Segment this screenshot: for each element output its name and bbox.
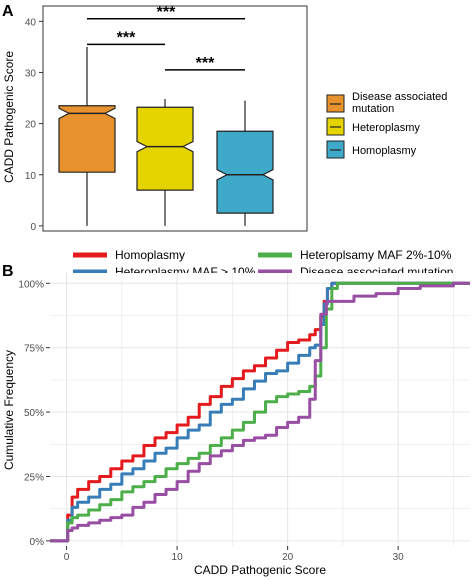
- legend-label-2: Homoplasmy: [352, 145, 417, 157]
- panel-b-y-axis-label: Cumulative Frequency: [2, 350, 16, 470]
- panel-b-y-tick-label: 100%: [18, 279, 44, 290]
- box-0: [58, 46, 116, 226]
- panel-a-legend: Disease associated mutation Heteroplasmy Ho…: [326, 91, 447, 159]
- panel-b-x-tick-label: 0: [64, 552, 70, 563]
- significance-label: ***: [157, 4, 176, 21]
- panel-b-y-tick-label: 25%: [24, 472, 44, 483]
- legend-label-line: Disease associated: [352, 91, 447, 103]
- panel-b-plot-background: [50, 273, 470, 546]
- panel-b-y-tick-label: 75%: [24, 344, 44, 355]
- legend-b-label-0: Homoplasmy: [115, 248, 185, 262]
- panel-b-y-tick-label: 0%: [30, 537, 45, 548]
- panel-a-plot-border: [42, 5, 308, 232]
- panel-b-lines: [50, 281, 470, 543]
- panel-a-y-axis-label: CADD Pathogenic Score: [2, 51, 16, 183]
- panel-b-x-axis-label: CADD Pathogenic Score: [194, 563, 326, 577]
- cumulative-line-0: [50, 281, 470, 543]
- box-2: [216, 100, 274, 226]
- panel-a-y-ticks: 0 10 20 30 40: [25, 17, 43, 233]
- significance-label: ***: [117, 29, 136, 46]
- panel-b-y-tick-label: 50%: [24, 408, 44, 419]
- panel-b-x-ticks: 0 10 20 30: [64, 546, 404, 563]
- panel-a-significance: *** *** ***: [87, 4, 245, 72]
- legend-b-label-2: Heteroplsamy MAF 2%-10%: [300, 248, 452, 262]
- panel-b-x-tick-label: 30: [393, 552, 405, 563]
- panel-a-y-tick-label: 0: [30, 222, 36, 233]
- box-body: [58, 105, 116, 173]
- cumulative-line-3: [50, 281, 470, 543]
- cumulative-line-1: [50, 281, 470, 543]
- box-body: [136, 106, 194, 191]
- panel-a-y-tick-label: 10: [25, 171, 37, 182]
- panel-b-y-ticks: 0% 25% 50% 75% 100%: [18, 279, 50, 548]
- legend-label-1: Heteroplasmy: [352, 122, 420, 134]
- legend-label-line: mutation: [352, 103, 394, 115]
- panel-a-y-tick-label: 30: [25, 68, 37, 79]
- panel-a-y-tick-label: 20: [25, 120, 37, 131]
- box-body: [216, 130, 274, 214]
- panel-a-label: A: [2, 3, 14, 20]
- box-1: [136, 99, 194, 226]
- panel-a-y-tick-label: 40: [25, 17, 37, 28]
- legend-label-0: Disease associated mutation: [352, 91, 447, 115]
- panel-b-x-tick-label: 20: [282, 552, 294, 563]
- panel-b-label: B: [2, 263, 14, 280]
- significance-label: ***: [196, 55, 215, 72]
- panel-b-x-tick-label: 10: [172, 552, 184, 563]
- panel-a-boxes: [58, 46, 274, 226]
